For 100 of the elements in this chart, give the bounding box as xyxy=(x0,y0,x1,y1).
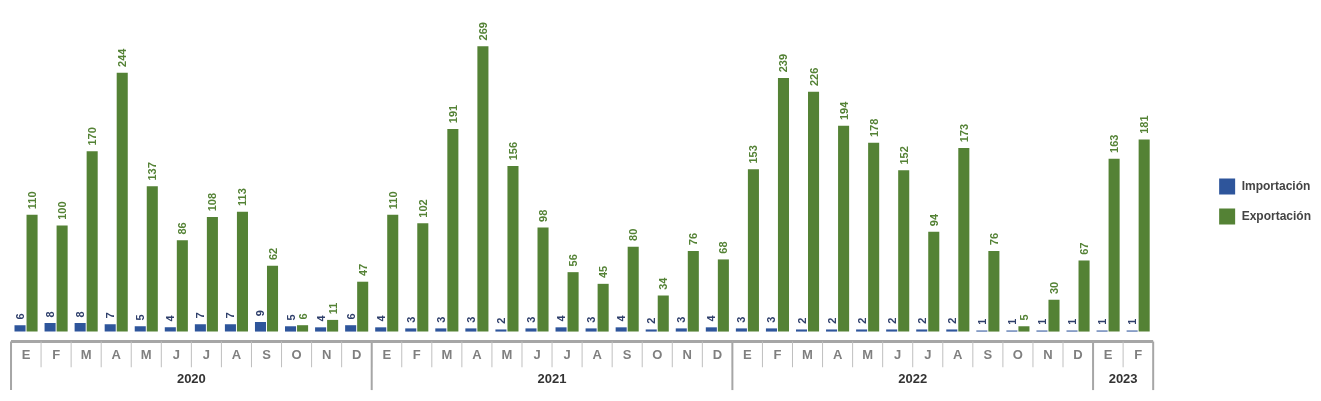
bar xyxy=(525,328,537,332)
bar xyxy=(134,326,146,332)
legend-label: Exportación xyxy=(1241,208,1311,223)
data-label: 76 xyxy=(987,232,1000,246)
bar xyxy=(645,329,657,332)
data-label: 1 xyxy=(1066,318,1079,325)
data-label: 3 xyxy=(525,316,537,323)
bar xyxy=(1078,260,1090,332)
bar xyxy=(44,323,56,332)
x-tick-label: E xyxy=(743,346,753,362)
data-label: 102 xyxy=(416,199,429,218)
x-tick-label: A xyxy=(592,346,603,362)
bar xyxy=(765,328,777,332)
data-label: 7 xyxy=(194,312,207,319)
x-tick-label: O xyxy=(291,346,302,362)
data-label: 178 xyxy=(867,118,880,138)
bar xyxy=(375,327,387,332)
text: 2023 xyxy=(1108,371,1138,387)
x-tick-label: J xyxy=(533,346,541,362)
data-label: 86 xyxy=(176,222,189,235)
data-label: 152 xyxy=(897,146,910,165)
data-label: 153 xyxy=(747,145,760,164)
bar xyxy=(555,327,567,332)
data-label: 30 xyxy=(1047,281,1060,295)
bar xyxy=(327,319,339,332)
bar xyxy=(176,240,188,332)
x-tick-label: A xyxy=(231,346,242,362)
bar xyxy=(26,214,38,332)
data-label: 1 xyxy=(1096,318,1109,325)
data-label: 6 xyxy=(344,313,357,320)
bar xyxy=(345,325,357,332)
data-label: 6 xyxy=(296,313,309,320)
x-tick-label: E xyxy=(382,346,392,362)
text: 2022 xyxy=(898,371,928,387)
x-tick-label: J xyxy=(894,346,902,362)
bar xyxy=(687,250,699,332)
bar xyxy=(597,283,609,332)
bar xyxy=(777,78,790,332)
data-label: 4 xyxy=(705,314,718,322)
data-label: 163 xyxy=(1108,134,1121,153)
data-label: 194 xyxy=(837,100,850,121)
bar xyxy=(826,329,838,332)
data-label: 3 xyxy=(675,316,688,323)
bar xyxy=(657,295,669,332)
data-label: 2 xyxy=(945,317,958,324)
data-label: 98 xyxy=(537,209,550,222)
x-tick-label: M xyxy=(501,346,513,362)
data-label: 239 xyxy=(777,53,790,73)
bar xyxy=(717,259,729,332)
data-label: 76 xyxy=(687,232,700,246)
data-label: 110 xyxy=(26,191,39,210)
data-label: 1 xyxy=(975,318,988,325)
bar xyxy=(465,328,477,332)
x-tick-label: E xyxy=(1103,346,1113,362)
x-tick-label: A xyxy=(472,346,483,362)
data-label: 2 xyxy=(795,317,808,324)
bar xyxy=(104,324,116,332)
data-label: 3 xyxy=(735,316,748,323)
bar xyxy=(236,211,248,332)
x-tick-label: S xyxy=(622,346,632,362)
bar xyxy=(567,272,579,332)
bar xyxy=(417,223,429,332)
bar xyxy=(146,186,158,332)
data-label: 269 xyxy=(476,22,489,41)
data-label: 8 xyxy=(44,311,57,318)
data-label: 2 xyxy=(645,317,658,324)
x-tick-label: O xyxy=(652,346,663,362)
data-label: 244 xyxy=(116,47,129,67)
bar xyxy=(1138,139,1150,332)
x-tick-label: N xyxy=(321,346,332,362)
bar xyxy=(856,329,868,332)
bar xyxy=(74,323,86,332)
bar xyxy=(615,327,627,332)
bar xyxy=(958,148,970,332)
x-tick-label: J xyxy=(202,346,211,362)
data-label: 191 xyxy=(446,104,459,124)
bar xyxy=(297,325,309,332)
data-label: 156 xyxy=(506,141,519,161)
data-label: 8 xyxy=(74,311,87,318)
bar xyxy=(747,169,759,332)
bar xyxy=(886,329,898,332)
bar xyxy=(735,328,747,332)
data-label: 5 xyxy=(284,314,297,321)
data-label: 181 xyxy=(1138,115,1151,134)
bar xyxy=(705,327,717,332)
bar xyxy=(194,324,206,332)
data-label: 3 xyxy=(765,316,778,323)
x-tick-label: J xyxy=(563,346,571,362)
bar xyxy=(206,216,218,332)
bar xyxy=(1018,326,1030,332)
x-tick-label: M xyxy=(802,346,813,362)
data-label: 2 xyxy=(825,317,838,324)
x-tick-label: S xyxy=(262,346,272,362)
x-tick-label: D xyxy=(1073,346,1083,362)
data-label: 1 xyxy=(1126,318,1139,325)
bar xyxy=(898,170,910,332)
bar xyxy=(164,327,176,332)
bar xyxy=(868,142,880,332)
bar xyxy=(627,246,639,332)
data-label: 3 xyxy=(585,316,598,323)
